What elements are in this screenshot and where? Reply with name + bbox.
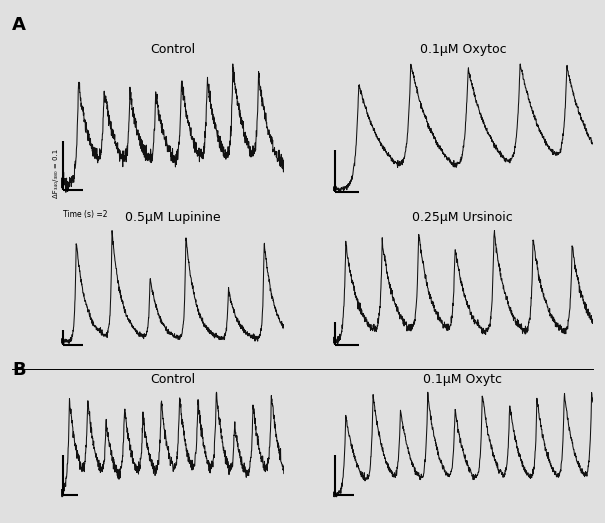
Title: 0.1μM Oxytoc: 0.1μM Oxytoc: [419, 43, 506, 56]
Title: Control: Control: [150, 373, 195, 386]
Title: 0.5μM Lupinine: 0.5μM Lupinine: [125, 211, 220, 224]
Title: 0.25μM Ursinoic: 0.25μM Ursinoic: [413, 211, 513, 224]
Text: ΔF₃₄₀/₃₈₀ = 0.1: ΔF₃₄₀/₃₈₀ = 0.1: [53, 149, 59, 198]
Title: 0.1μM Oxytc: 0.1μM Oxytc: [424, 373, 502, 386]
Text: Time (s) =2: Time (s) =2: [63, 210, 107, 219]
Text: A: A: [12, 16, 26, 33]
Text: B: B: [12, 361, 26, 379]
Title: Control: Control: [150, 43, 195, 56]
